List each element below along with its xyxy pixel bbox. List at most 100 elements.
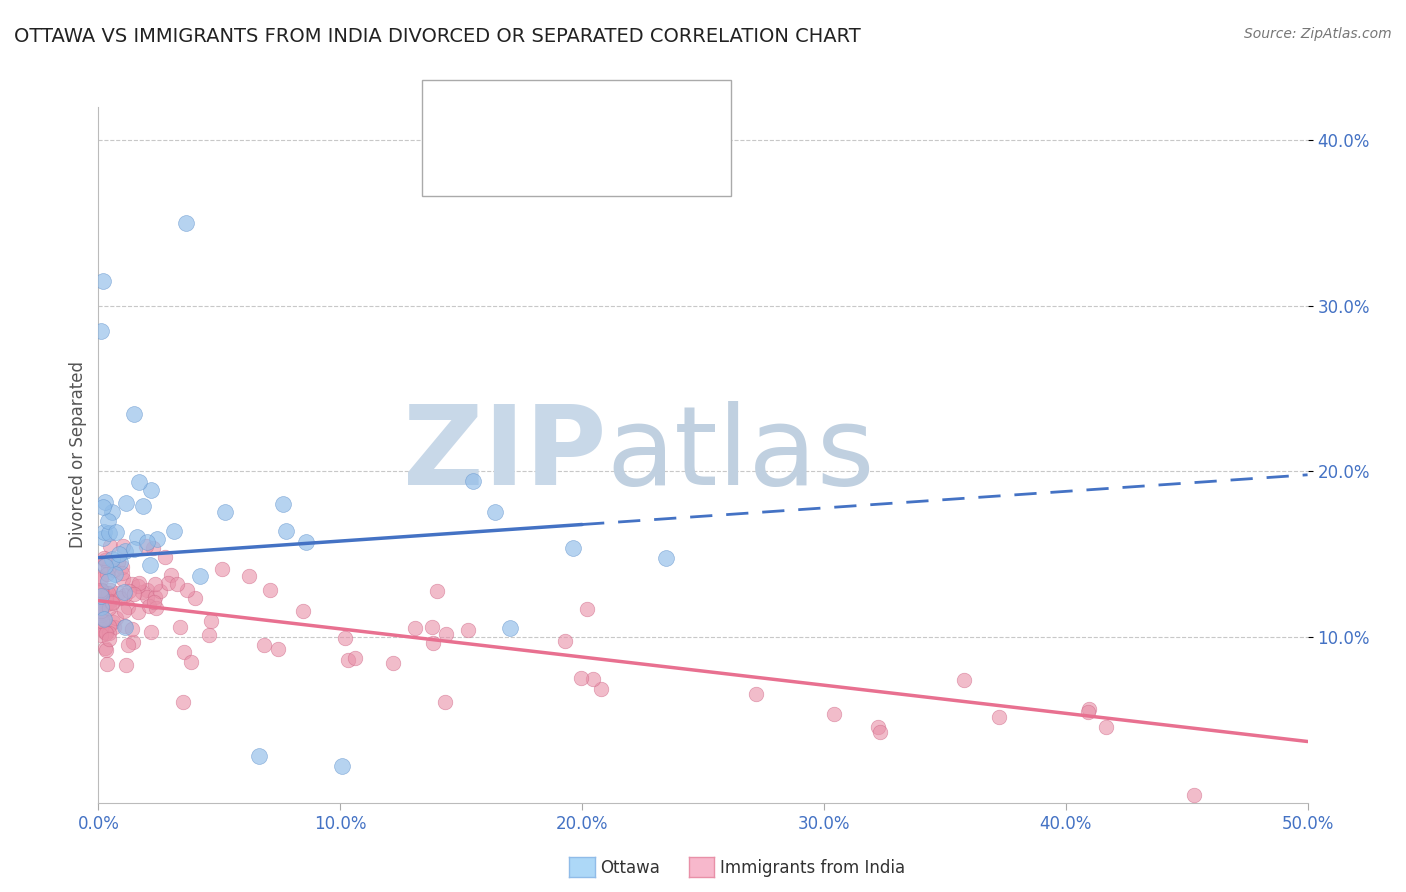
Point (259, 582, 281, 597)
Point (114, 588, 136, 602)
Point (104, 611, 127, 625)
Point (135, 539, 157, 553)
Point (823, 706, 845, 721)
Point (249, 749, 271, 764)
Point (172, 695, 194, 709)
Point (180, 655, 202, 669)
Point (90, 589, 112, 603)
Point (94, 590, 117, 604)
Point (271, 498, 294, 512)
Point (146, 532, 169, 546)
Point (143, 577, 166, 591)
Point (122, 407, 145, 421)
Point (433, 695, 456, 709)
Text: Source: ZipAtlas.com: Source: ZipAtlas.com (1244, 27, 1392, 41)
Text: ZIP: ZIP (404, 401, 606, 508)
Point (98, 632, 121, 647)
Point (93, 524, 115, 539)
Point (101, 505, 124, 519)
Point (211, 562, 233, 576)
Point (101, 595, 124, 609)
Point (122, 587, 145, 601)
Point (90, 600, 112, 615)
Point (93, 531, 115, 545)
Text: atlas: atlas (606, 401, 875, 508)
Point (143, 590, 166, 604)
Point (422, 636, 444, 650)
Point (90, 623, 112, 637)
Point (90, 614, 112, 628)
Point (96, 657, 118, 672)
Point (343, 651, 366, 665)
Point (108, 555, 131, 569)
Point (121, 622, 143, 636)
Point (91, 596, 114, 610)
Point (131, 585, 153, 599)
Point (103, 615, 125, 629)
Point (582, 672, 605, 686)
Point (121, 576, 143, 591)
Point (111, 573, 134, 587)
Point (97, 574, 120, 588)
Point (988, 709, 1011, 723)
Point (333, 632, 356, 646)
Point (111, 560, 134, 574)
Point (866, 720, 889, 734)
Point (122, 635, 145, 649)
Point (145, 601, 167, 615)
Text: Ottawa: Ottawa (600, 859, 661, 877)
Point (173, 645, 195, 659)
Point (295, 535, 318, 549)
Point (149, 583, 172, 598)
Point (562, 541, 585, 555)
Point (90, 600, 112, 615)
Point (122, 541, 145, 556)
Point (98, 626, 121, 640)
Point (118, 583, 141, 598)
Point (111, 566, 134, 581)
Point (114, 619, 136, 633)
Point (188, 569, 211, 583)
Point (98, 601, 121, 615)
Point (382, 657, 405, 671)
Point (138, 599, 160, 613)
Point (404, 621, 426, 635)
Point (91, 500, 114, 515)
Point (153, 549, 176, 564)
Point (98, 582, 121, 597)
Point (128, 475, 150, 490)
Point (132, 499, 155, 513)
Point (274, 524, 297, 538)
Point (90, 606, 112, 620)
Point (336, 653, 359, 667)
Point (107, 585, 129, 599)
Point (135, 590, 157, 604)
Point (94, 643, 117, 657)
Point (127, 605, 149, 619)
Point (420, 619, 443, 633)
Point (97, 561, 120, 575)
Point (141, 483, 163, 497)
Point (98, 619, 121, 633)
Point (100, 551, 122, 566)
Point (174, 216, 197, 230)
Point (267, 641, 290, 656)
Point (93, 612, 115, 626)
Point (94, 495, 117, 509)
Point (163, 524, 186, 538)
Point (553, 633, 575, 648)
Point (160, 568, 183, 582)
Point (114, 620, 136, 634)
Point (184, 591, 207, 605)
Point (96, 597, 118, 611)
Point (100, 596, 122, 610)
Point (135, 535, 157, 549)
Point (98, 593, 121, 607)
Point (97, 525, 120, 540)
Text: R = -0.633   N = 119: R = -0.633 N = 119 (470, 152, 669, 169)
Point (253, 638, 276, 652)
Point (157, 575, 180, 590)
Point (114, 585, 136, 599)
Point (103, 563, 125, 577)
Point (90, 585, 112, 599)
